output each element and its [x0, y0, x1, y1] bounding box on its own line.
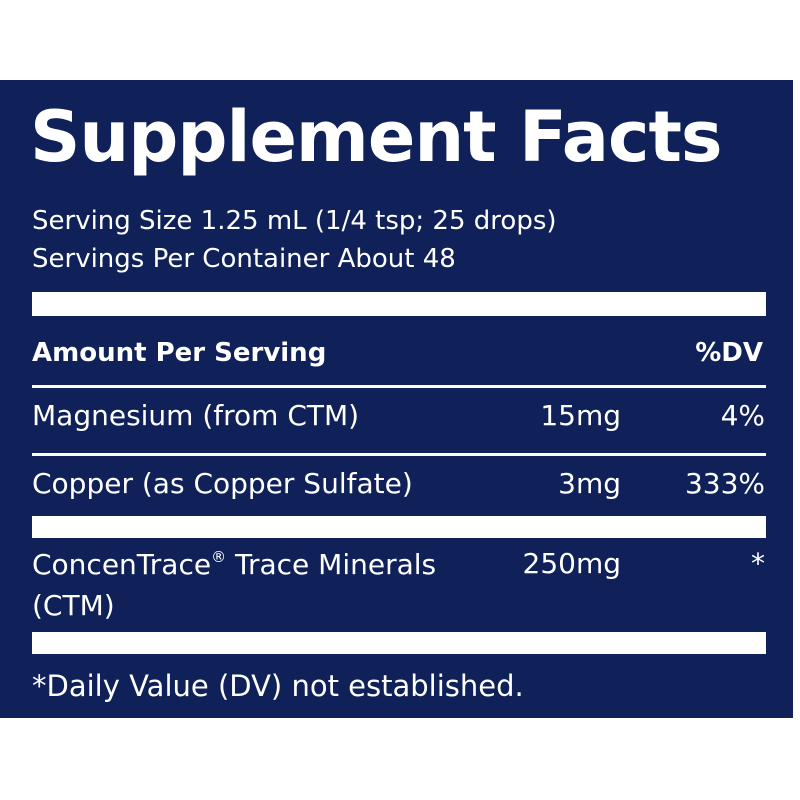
nutrient-name: ConcenTrace® Trace Minerals: [32, 550, 436, 579]
nutrient-name: Copper (as Copper Sulfate): [32, 467, 413, 500]
nutrient-dv: 333%: [684, 467, 765, 500]
supplement-facts-panel: Supplement Facts Serving Size 1.25 mL (1…: [0, 76, 800, 724]
nutrient-amount: 3mg: [558, 467, 621, 500]
servings-per-container: Servings Per Container About 48: [32, 244, 456, 274]
nutrient-amount: 250mg: [522, 547, 622, 580]
nutrient-name-part: ConcenTrace: [32, 548, 212, 581]
footnote: *Daily Value (DV) not established.: [32, 669, 524, 703]
registered-mark: ®: [211, 548, 227, 566]
nutrient-name: Magnesium (from CTM): [32, 399, 360, 432]
nutrient-name-line2: (CTM): [32, 589, 115, 622]
supplement-facts-label: Supplement Facts Serving Size 1.25 mL (1…: [0, 80, 793, 718]
nutrient-dv: 4%: [720, 399, 765, 432]
amount-per-serving-header: Amount Per Serving: [32, 338, 327, 368]
thick-divider: [32, 292, 766, 316]
thick-divider: [32, 516, 766, 538]
thin-divider: [32, 385, 766, 388]
label-title: Supplement Facts: [30, 96, 723, 178]
dv-header: %DV: [695, 338, 763, 368]
serving-size: Serving Size 1.25 mL (1/4 tsp; 25 drops): [32, 206, 557, 236]
thin-divider: [32, 453, 766, 456]
nutrient-dv: *: [751, 547, 765, 580]
thick-divider: [32, 632, 766, 654]
nutrient-amount: 15mg: [540, 399, 621, 432]
nutrient-name-part: Trace Minerals: [226, 548, 437, 581]
